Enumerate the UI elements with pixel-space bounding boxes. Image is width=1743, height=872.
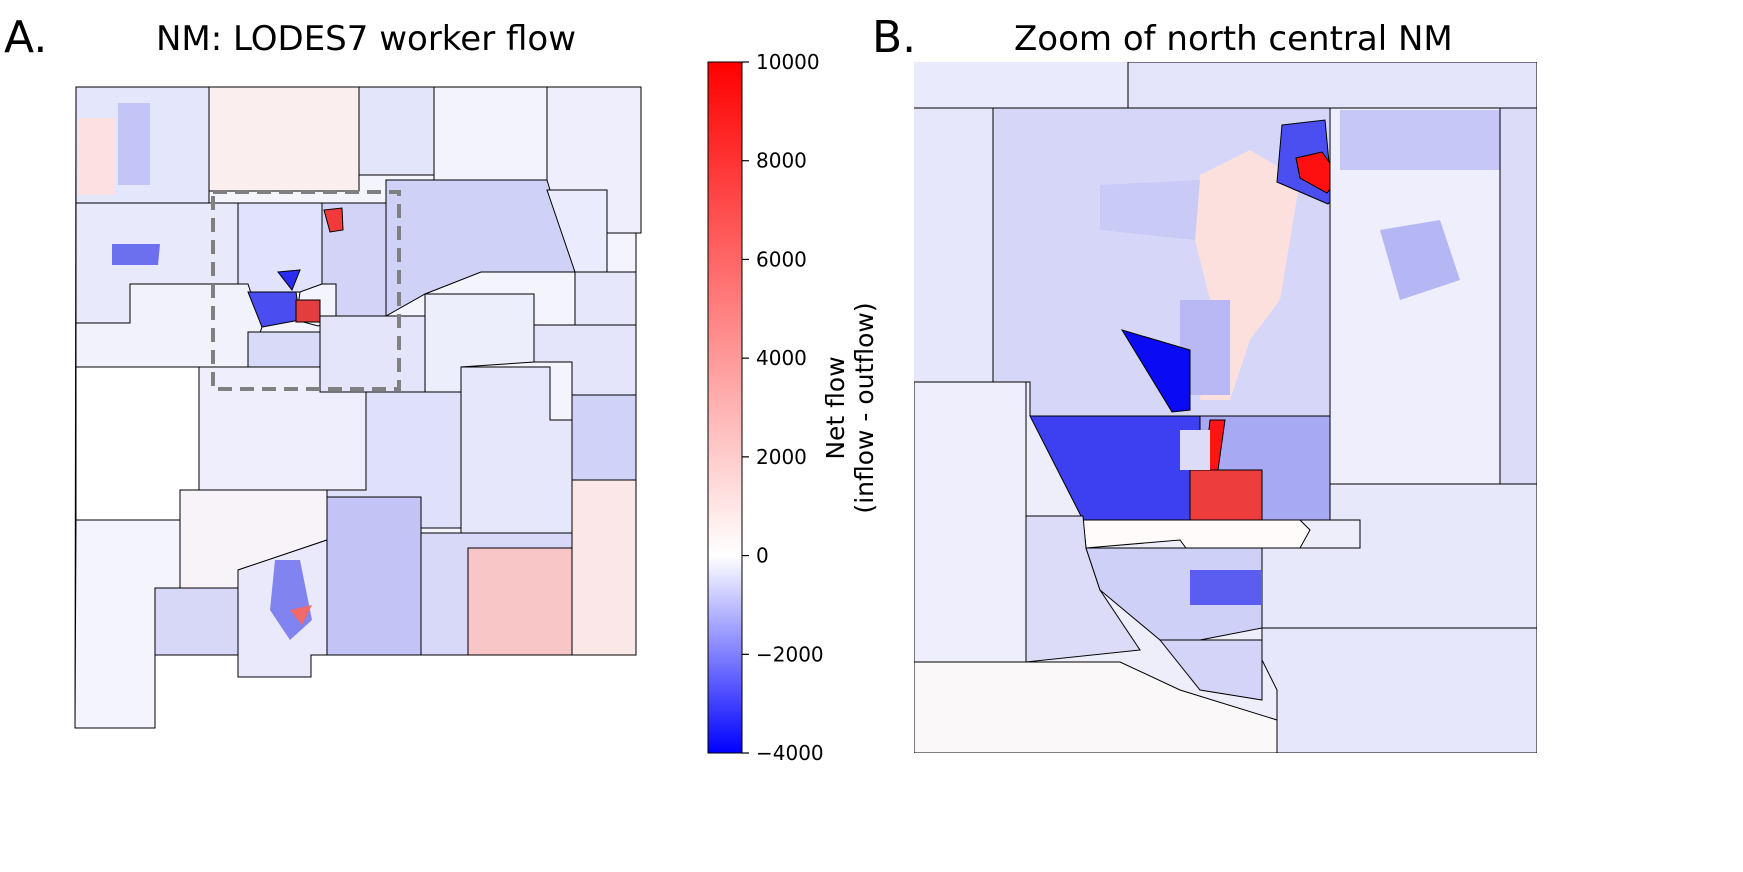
colorbar-tick-label: 0	[756, 544, 769, 568]
colorbar-tick-label: 4000	[756, 346, 807, 370]
colorbar-tick-label: 2000	[756, 445, 807, 469]
colorbar-gradient	[707, 61, 743, 754]
state-map	[74, 86, 642, 729]
colorbar-tick-label: −4000	[756, 741, 824, 765]
panel-b-title: Zoom of north central NM	[1014, 19, 1453, 59]
panel-b-letter: B.	[872, 12, 917, 63]
colorbar-ticks: 10000 8000 6000 4000 2000 0 −2000 −4000	[742, 50, 824, 765]
colorbar-label-line1: Net flow	[821, 356, 850, 459]
colorbar-tick-label: 10000	[756, 50, 820, 74]
colorbar-tick-label: 6000	[756, 247, 807, 271]
zoom-region-box	[211, 190, 401, 391]
panel-a-letter: A.	[4, 12, 48, 63]
colorbar-label: Net flow (inflow - outflow)	[821, 302, 879, 513]
zoom-map	[914, 62, 1537, 753]
colorbar: 10000 8000 6000 4000 2000 0 −2000 −4000 Net flo…	[707, 50, 879, 765]
county-regions	[74, 86, 642, 729]
colorbar-tick-label: −2000	[756, 642, 824, 666]
panel-a-title: NM: LODES7 worker flow	[156, 19, 577, 59]
colorbar-tick-label: 8000	[756, 149, 807, 173]
colorbar-label-line2: (inflow - outflow)	[850, 302, 879, 513]
